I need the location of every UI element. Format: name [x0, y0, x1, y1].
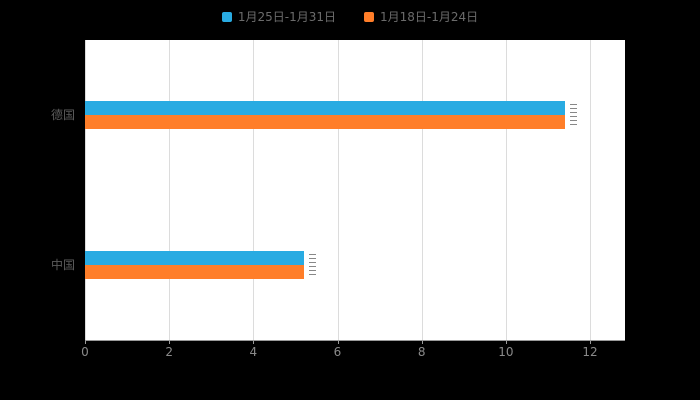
bar-blue-cat0 — [85, 101, 565, 115]
gridline-x-10 — [505, 40, 507, 340]
legend-label-week1: 1月18日-1月24日 — [380, 10, 479, 24]
legend-label-week2: 1月25日-1月31日 — [237, 10, 336, 24]
x-tick-label-8: 8 — [417, 345, 426, 359]
gridline-x-0 — [85, 40, 86, 340]
gridline-x-6 — [337, 40, 339, 340]
gridline-x-2 — [169, 40, 171, 340]
category-label-0: 德国 — [50, 108, 75, 122]
bar-blue-cat1 — [85, 251, 304, 265]
x-tick-label-12: 12 — [582, 345, 598, 359]
bar-value-marks-cat1 — [308, 254, 316, 276]
gridline-x-12 — [590, 40, 591, 340]
legend-item-week1[interactable]: 1月18日-1月24日 — [364, 8, 478, 25]
x-tick-mark-8 — [421, 340, 423, 344]
x-tick-label-2: 2 — [165, 345, 173, 359]
gridline-x-8 — [421, 40, 423, 340]
plot-area — [85, 40, 625, 341]
x-tick-mark-12 — [590, 340, 591, 344]
legend-swatch-orange-icon — [364, 11, 374, 22]
bar-value-marks-cat0 — [569, 104, 577, 126]
x-tick-label-6: 6 — [333, 345, 342, 359]
legend-item-week2[interactable]: 1月25日-1月31日 — [221, 8, 336, 25]
legend: 1月25日-1月31日 1月18日-1月24日 — [0, 8, 700, 25]
x-tick-mark-10 — [505, 340, 507, 344]
x-tick-mark-0 — [85, 340, 86, 344]
gridline-x-4 — [253, 40, 255, 340]
x-tick-mark-2 — [169, 340, 171, 344]
category-label-1: 中国 — [50, 258, 75, 272]
bar-orange-cat0 — [85, 115, 565, 129]
x-tick-label-4: 4 — [249, 345, 258, 359]
x-tick-mark-6 — [337, 340, 339, 344]
legend-swatch-blue-icon — [221, 11, 232, 22]
x-tick-label-10: 10 — [498, 345, 514, 359]
x-tick-label-0: 0 — [81, 345, 89, 359]
bar-orange-cat1 — [85, 265, 304, 279]
x-tick-mark-4 — [253, 340, 255, 344]
